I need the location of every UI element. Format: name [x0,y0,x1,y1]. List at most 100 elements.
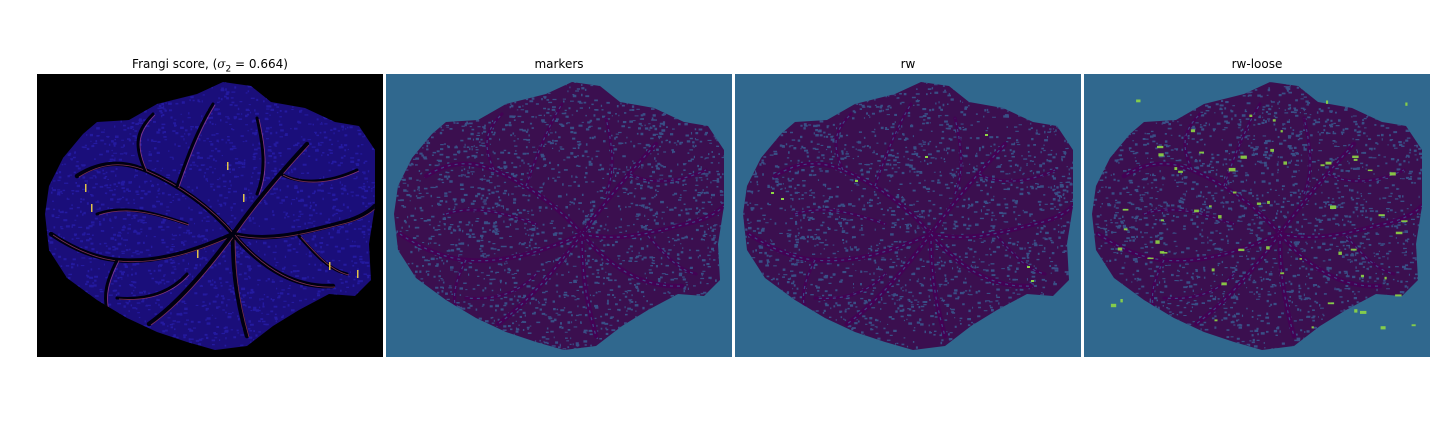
vessel-edge [814,273,886,300]
rw-panel-title: rw [900,57,916,71]
segmentation-highlight [1117,247,1123,251]
vessel-edge [802,259,816,311]
vessel-edge [930,205,1073,238]
frangi-title-prefix: Frangi score, ( [132,57,218,71]
vessel [230,141,310,237]
tissue-region [394,82,724,350]
segmentation-highlight [1136,99,1141,103]
segmentation-highlight [1157,145,1164,149]
markers-panel-title: markers [534,57,584,71]
segmentation-highlight [925,156,928,158]
tissue-texture [45,82,375,350]
segmentation-highlight [771,192,774,194]
frangi-title-subscript: 2 [225,64,232,75]
bright-vessel-response [197,250,199,258]
segmentation-highlight [1199,151,1204,154]
segmentation-highlight [1174,167,1178,170]
segmentation-highlight [1256,202,1261,205]
segmentation-highlight [1221,282,1227,286]
vessel-response [258,118,266,196]
segmentation-highlight [1411,324,1416,327]
vessel [928,141,1008,237]
vessel-edge [1123,163,1281,235]
vessel-response [234,234,336,288]
vessel-response [178,104,216,188]
segmentation-highlight [1228,167,1236,172]
vessel-edge [835,113,852,171]
vessel-response [118,274,190,300]
vessel [146,231,236,327]
segmentation-highlight [1395,294,1402,297]
vessel-edge [525,103,563,187]
vessel-edge [1184,113,1201,171]
vessel [1277,141,1357,237]
segmentation-highlight [1401,220,1408,223]
vessel [397,231,585,263]
segmentation-highlight [1360,310,1367,314]
bright-vessel-response [91,204,93,212]
frangi-title-sigma: σ [217,57,226,71]
vessel [136,112,155,172]
segmentation-highlight [1389,172,1396,176]
vessel-edge [774,163,932,235]
segmentation-highlight [985,134,988,136]
bright-vessel-response [85,184,87,192]
segmentation-highlight [1378,214,1385,217]
vessel-edge [581,233,597,337]
vessel-edge [874,103,912,187]
bright-vessel-response [329,262,331,270]
rw-loose-panel-title: rw-loose [1231,57,1283,71]
vessel-response [98,210,190,226]
vessel-edge [846,233,932,325]
vessel-edge [445,209,537,225]
vessel-edge [453,259,467,311]
vessel-edge [605,117,613,195]
vessel-edge [1279,233,1381,287]
segmentation-highlight [1122,208,1129,211]
tissue-region [45,82,375,350]
segmentation-highlight [1330,205,1337,209]
vessel-response [234,206,375,239]
vessel-edge [1195,233,1281,325]
segmentation-highlight [1325,161,1332,165]
vessel-edge [930,233,1032,287]
segmentation-highlight [1270,148,1274,152]
vessel-response [234,234,250,338]
segmentation-highlight [1299,258,1302,260]
tissue-texture [1092,82,1422,350]
segmentation-highlight [1354,309,1358,313]
frangi-panel-title: Frangi score, (σ2 = 0.664) [37,57,383,74]
vessel-response [139,114,156,172]
segmentation-highlight [855,180,858,182]
vessel [1095,231,1283,263]
segmentation-highlight [1280,130,1283,133]
vessel-edge [581,205,724,238]
segmentation-highlight [1326,100,1329,104]
vessel-response [300,236,350,276]
vessel [230,203,375,240]
vessel [977,168,1057,183]
vessel-edge [581,233,683,287]
vessel-edge [1303,117,1311,195]
segmentation-highlight [1266,246,1270,250]
vessel-edge [930,233,946,337]
vessel-response [52,234,236,263]
vessel-edge [1345,235,1395,275]
segmentation-highlight [1353,158,1358,161]
vessel [746,231,934,263]
segmentation-highlight [1209,205,1212,208]
vessel-edge [486,113,503,171]
vessel-edge [1279,205,1422,238]
frangi-score-image [37,74,383,357]
segmentation-highlight [1194,209,1199,213]
segmentation-highlight [1267,200,1270,204]
segmentation-highlight [1272,119,1276,122]
vessel-response [282,170,360,183]
segmentation-highlight [1159,251,1165,254]
segmentation-highlight [1350,248,1357,251]
segmentation-highlight [1147,257,1154,260]
segmentation-highlight [1249,114,1253,117]
segmentation-highlight [1384,276,1387,280]
vessel [255,116,265,196]
segmentation-highlight [1327,302,1335,305]
